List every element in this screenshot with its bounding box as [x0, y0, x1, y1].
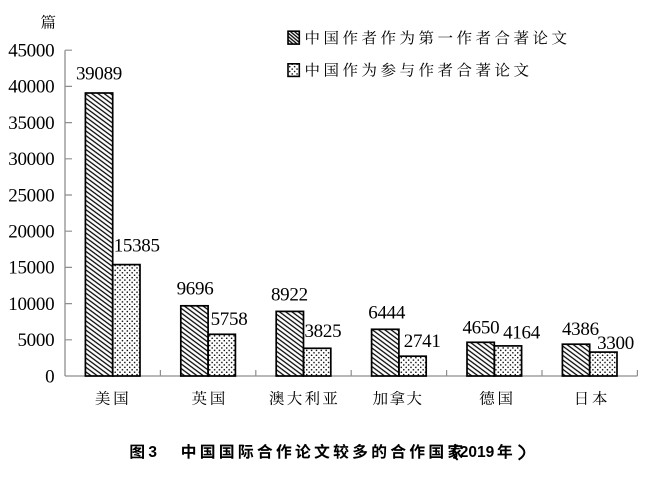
svg-text:35000: 35000: [8, 113, 54, 134]
svg-text:20000: 20000: [8, 222, 54, 243]
svg-text:25000: 25000: [8, 185, 54, 206]
svg-text:2019: 2019: [460, 444, 495, 461]
svg-text:15385: 15385: [114, 236, 160, 257]
svg-text:40000: 40000: [8, 77, 54, 98]
svg-text:45000: 45000: [8, 41, 54, 62]
svg-text:0: 0: [45, 366, 54, 387]
svg-text:39089: 39089: [76, 64, 122, 85]
svg-text:4386: 4386: [562, 319, 599, 340]
svg-text:6444: 6444: [368, 303, 406, 324]
svg-text:30000: 30000: [8, 149, 54, 170]
svg-text:2741: 2741: [404, 331, 441, 352]
svg-text:9696: 9696: [177, 278, 214, 299]
svg-text:5758: 5758: [211, 309, 248, 330]
svg-text:3: 3: [148, 444, 157, 461]
svg-text:15000: 15000: [8, 258, 54, 279]
svg-text:4650: 4650: [462, 317, 499, 338]
svg-text:10000: 10000: [8, 294, 54, 315]
svg-text:3300: 3300: [597, 333, 634, 354]
svg-text:4164: 4164: [503, 322, 541, 343]
svg-text:5000: 5000: [17, 330, 54, 351]
svg-text:3825: 3825: [304, 321, 341, 342]
svg-text:8922: 8922: [271, 284, 308, 305]
